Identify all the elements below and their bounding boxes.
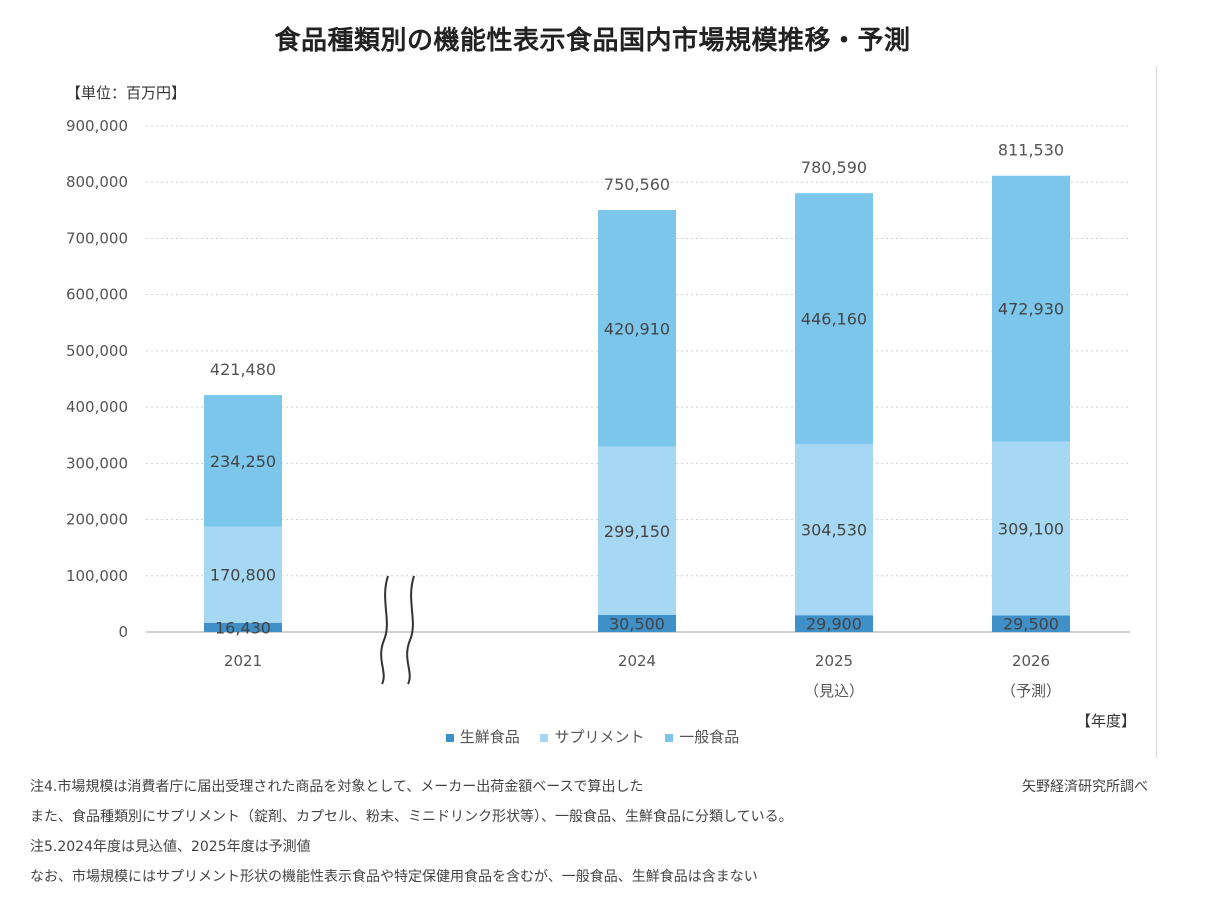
notes: 注4.市場規模は消費者庁に届出受理された商品を対象として、メーカー出荷金額ベース…	[30, 772, 1160, 892]
chart-title: 食品種類別の機能性表示食品国内市場規模推移・予測	[274, 26, 911, 56]
x-tick-label: 2026	[1012, 652, 1050, 670]
unit-label: 【単位：百万円】	[66, 84, 187, 102]
bar-segment	[795, 193, 873, 444]
legend-item-fresh: 生鮮食品	[445, 726, 520, 747]
x-tick-label: 2024	[618, 652, 656, 670]
legend-label-fresh: 生鮮食品	[459, 728, 520, 746]
bar-segment-label: 170,800	[210, 566, 276, 585]
bar-segment	[992, 441, 1070, 616]
bar-segment	[204, 622, 282, 632]
bar-segment-label: 29,500	[1003, 615, 1059, 634]
note-line-4: なお、市場規模にはサプリメント形状の機能性表示食品や特定保健用食品を含むが、一般…	[30, 862, 1160, 892]
y-tick-label: 400,000	[66, 398, 128, 416]
bar-segment	[992, 175, 1070, 442]
note-text-1: 注4.市場規模は消費者庁に届出受理された商品を対象として、メーカー出荷金額ベース…	[30, 779, 644, 795]
bar-segment-label: 304,530	[801, 521, 867, 540]
bar-segment-label: 29,900	[806, 615, 862, 634]
legend-swatch-supplement	[540, 733, 549, 742]
legend: 生鮮食品 サプリメント 一般食品	[0, 726, 1185, 747]
x-axis-unit-label: 【年度】	[1076, 712, 1137, 730]
bar-total-label: 421,480	[210, 360, 276, 379]
bar-total-label: 811,530	[998, 141, 1064, 160]
y-tick-label: 800,000	[66, 173, 128, 191]
y-tick-label: 0	[118, 623, 128, 641]
note-line-3: 注5.2024年度は見込値、2025年度は予測値	[30, 832, 1160, 862]
x-tick-sublabel: （見込）	[804, 682, 864, 700]
note-line-2: また、食品種類別にサプリメント（錠剤、カプセル、粉末、ミニドリンク形状等）、一般…	[30, 802, 1160, 832]
legend-label-general: 一般食品	[679, 728, 740, 746]
x-tick-label: 2021	[224, 652, 262, 670]
bar-total-label: 750,560	[604, 175, 670, 194]
legend-label-supplement: サプリメント	[554, 728, 645, 746]
bar-segment-label: 30,500	[609, 614, 665, 633]
y-tick-label: 100,000	[66, 567, 128, 585]
chart-plot: 900,000 800,000 700,000 600,000 500,000 400,0…	[66, 117, 1130, 700]
bar-total-label: 780,590	[801, 158, 867, 177]
legend-swatch-general	[665, 733, 674, 742]
bar-segment	[204, 526, 282, 623]
bar-segment-label: 309,100	[998, 520, 1064, 539]
bar-segment	[204, 395, 282, 527]
legend-swatch-fresh	[445, 733, 454, 742]
source-credit: 矢野経済研究所調べ	[1022, 779, 1148, 795]
x-tick-label: 2025	[815, 652, 853, 670]
bar-segment	[598, 446, 676, 615]
note-line-1: 注4.市場規模は消費者庁に届出受理された商品を対象として、メーカー出荷金額ベース…	[30, 772, 1160, 802]
bar-segment-label: 446,160	[801, 310, 867, 329]
y-tick-label: 300,000	[66, 454, 128, 472]
y-tick-label: 200,000	[66, 511, 128, 529]
note-text-4: なお、市場規模にはサプリメント形状の機能性表示食品や特定保健用食品を含むが、一般…	[30, 869, 758, 885]
y-tick-label: 500,000	[66, 342, 128, 360]
y-tick-label: 600,000	[66, 286, 128, 304]
bar-segment	[795, 615, 873, 632]
legend-item-supplement: サプリメント	[540, 726, 645, 747]
chart-frame	[26, 66, 1157, 758]
bar-segment	[992, 615, 1070, 632]
x-tick-sublabel: （予測）	[1001, 682, 1061, 700]
bar-segment-label: 472,930	[998, 300, 1064, 319]
bar-segment-label: 299,150	[604, 522, 670, 541]
bar-segment	[795, 443, 873, 616]
bar-segment-label: 420,910	[604, 319, 670, 338]
note-text-2: また、食品種類別にサプリメント（錠剤、カプセル、粉末、ミニドリンク形状等）、一般…	[30, 809, 793, 825]
legend-item-general: 一般食品	[665, 726, 739, 747]
axis-break-mark	[380, 575, 415, 685]
bar-segment	[598, 210, 676, 447]
bar-segment-label: 234,250	[210, 452, 276, 471]
note-text-3: 注5.2024年度は見込値、2025年度は予測値	[30, 839, 311, 855]
bar-segment-label: 16,430	[215, 618, 271, 637]
y-tick-label: 700,000	[66, 229, 128, 247]
bar-segment	[598, 614, 676, 632]
y-tick-label: 900,000	[66, 117, 128, 135]
